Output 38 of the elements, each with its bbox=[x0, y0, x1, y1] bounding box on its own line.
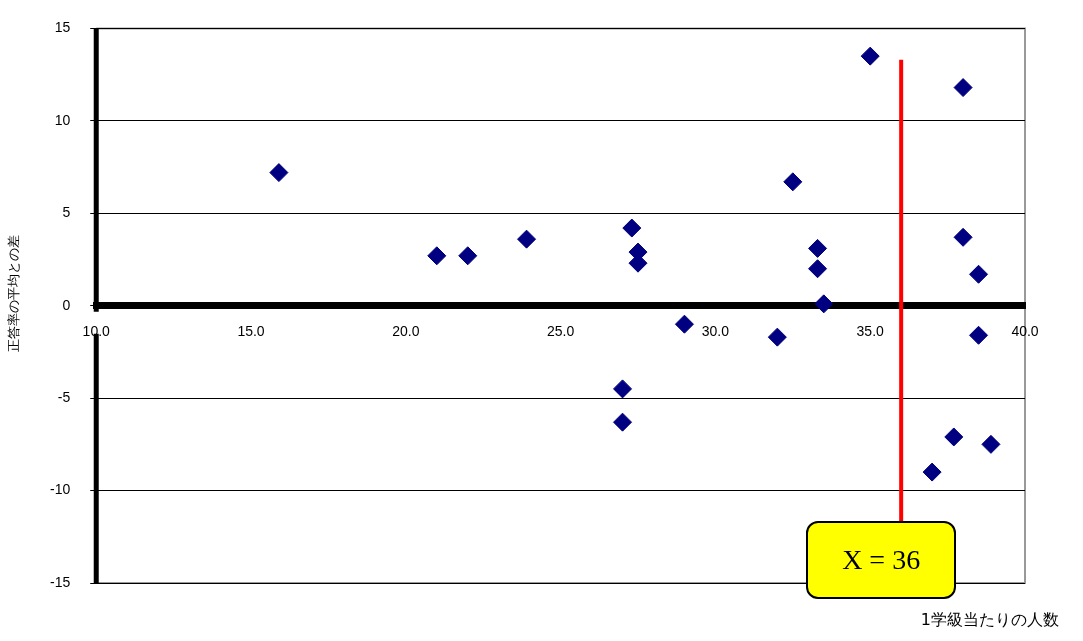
point bbox=[767, 327, 787, 347]
point bbox=[860, 46, 880, 66]
point bbox=[517, 229, 537, 249]
y-axis-title: 正答率の平均との差 bbox=[5, 234, 22, 352]
point bbox=[808, 259, 828, 279]
y-tick-label: 5 bbox=[62, 204, 71, 221]
point bbox=[808, 238, 828, 258]
point bbox=[969, 325, 989, 345]
point bbox=[981, 434, 1001, 454]
point bbox=[922, 462, 942, 482]
point bbox=[953, 78, 973, 98]
x-tick-label: 25.0 bbox=[546, 322, 575, 339]
x-axis-title: 1学級当たりの人数 bbox=[920, 610, 1059, 631]
point bbox=[269, 163, 289, 183]
y-tick-label: 10 bbox=[54, 111, 71, 128]
y-tick-label: -5 bbox=[57, 388, 71, 405]
point bbox=[814, 294, 834, 314]
y-tick-label: -15 bbox=[50, 573, 71, 590]
point bbox=[969, 264, 989, 284]
point bbox=[613, 379, 633, 399]
y-tick-label: 15 bbox=[54, 19, 71, 36]
point bbox=[674, 314, 694, 334]
ref-line-label: X = 36 bbox=[806, 521, 957, 599]
point bbox=[783, 172, 803, 192]
point bbox=[458, 246, 478, 266]
point bbox=[427, 246, 447, 266]
x-tick-label: 10.0 bbox=[82, 322, 111, 339]
point bbox=[622, 218, 642, 238]
y-tick-label: -10 bbox=[50, 481, 71, 498]
y-tick-label: 0 bbox=[62, 296, 71, 313]
point bbox=[953, 227, 973, 247]
x-tick-label: 30.0 bbox=[701, 322, 730, 339]
x-tick-label: 15.0 bbox=[237, 322, 265, 339]
point bbox=[944, 427, 964, 447]
point bbox=[613, 412, 633, 432]
x-tick-label: 40.0 bbox=[1011, 322, 1039, 339]
x-tick-label: 20.0 bbox=[392, 322, 420, 339]
x-tick-label: 35.0 bbox=[856, 322, 885, 339]
